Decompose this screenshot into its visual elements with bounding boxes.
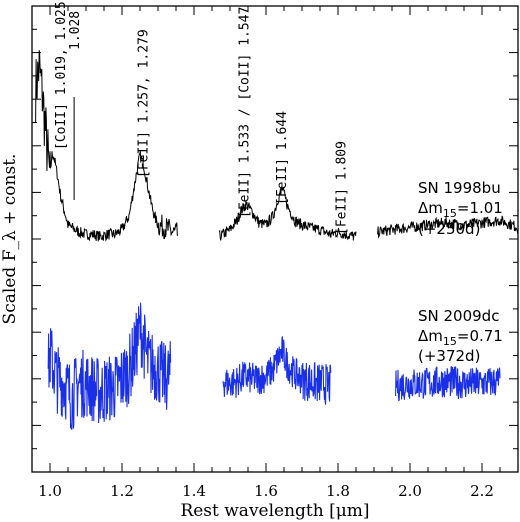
series-segment [47,302,172,430]
x-tick-label: 1.4 [182,482,206,500]
legend-sn1998bu: SN 1998bu Δm15=1.01 (+250d) [418,179,503,238]
axes-layer [31,5,519,473]
x-tick-label: 1.6 [254,482,278,500]
series-segment [377,215,519,239]
x-tick-label: 1.0 [38,482,62,500]
series-segment [395,366,501,402]
series-segment [35,50,179,242]
series-segment [222,336,332,405]
plot-frame [31,5,519,473]
ticks-layer: 1.0 1.2 1.4 1.6 1.8 2.0 2.2 [31,5,519,500]
series-sn-2009dc [47,302,501,430]
x-tick-label: 2.2 [470,482,494,500]
sn1998bu-name: SN 1998bu [418,179,501,197]
x-axis-title: Rest wavelength [μm] [180,501,369,521]
sn1998bu-epoch: (+250d) [418,220,480,238]
x-tick-label: 2.0 [398,482,422,500]
sn2009dc-name: SN 2009dc [418,307,499,325]
line-label: [FeII] 1.644 [275,111,290,205]
series-segment [218,186,357,241]
x-tick-label: 1.8 [326,482,350,500]
line-label: [FeII] 1.533 / [CoII] 1.547 [237,7,252,218]
line-labels: [CoII] 1.019, 1.025, 1.028 [FeII] 1.257, 1… [54,0,350,235]
y-axis-title: Scaled F_λ + const. [0,154,20,325]
sn2009dc-epoch: (+372d) [418,347,480,365]
series-sn-1998bu [35,50,519,242]
sn2009dc-decline: Δm15=0.71 [418,327,503,348]
series-layer [35,50,519,430]
x-tick-label: 1.2 [110,482,134,500]
legend-sn2009dc: SN 2009dc Δm15=0.71 (+372d) [418,307,503,365]
sn1998bu-decline: Δm15=1.01 [418,199,503,220]
line-label: [FeII] 1.257, 1.279 [137,29,152,178]
line-label: 1.028 [68,11,83,50]
line-label: [CoII] 1.019, 1.025, [54,0,69,150]
line-label: [FeII] 1.809 [335,141,350,235]
